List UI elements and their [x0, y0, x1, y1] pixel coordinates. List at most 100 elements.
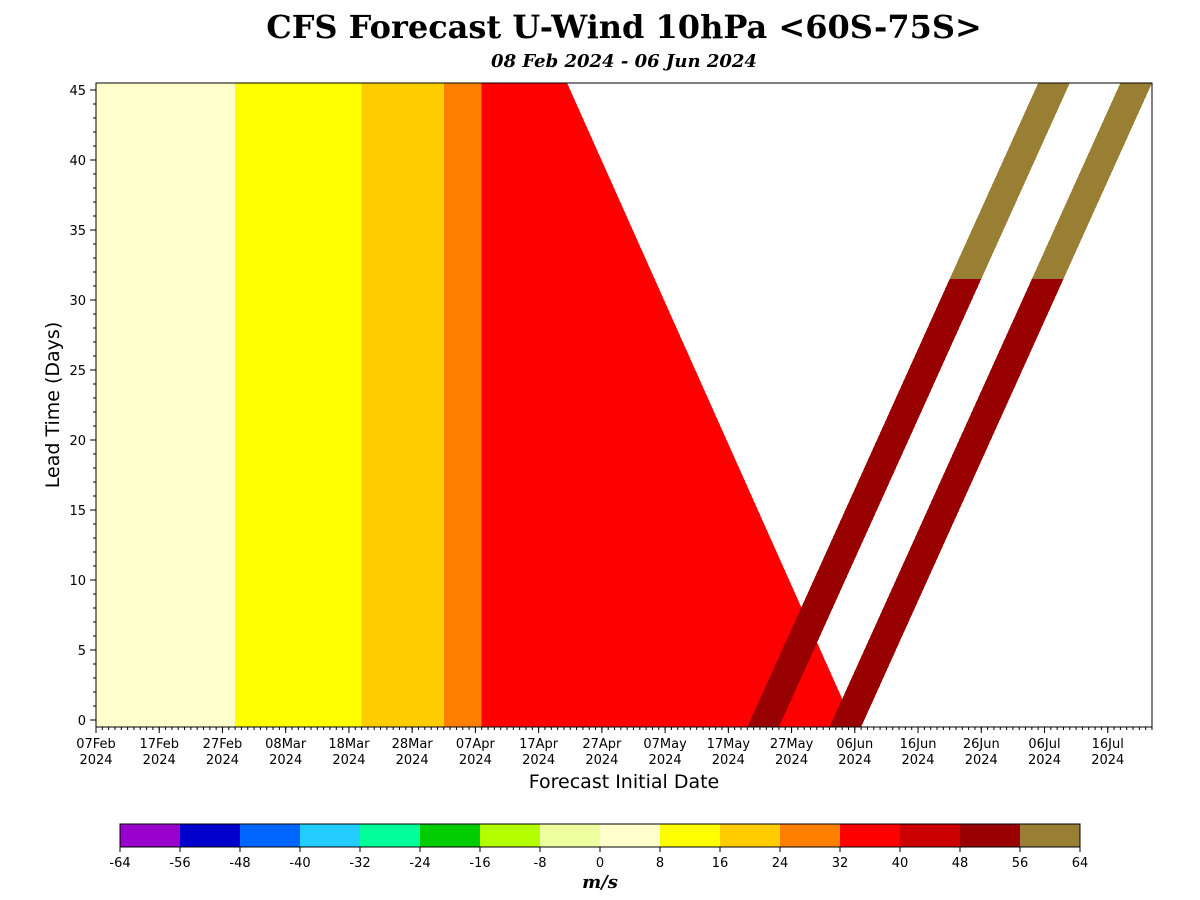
x-tick-label: 26Jun: [963, 737, 1000, 752]
x-tick-label: 27Feb: [203, 737, 243, 752]
y-axis-ticks: 0 5 10 15 20 25 30 35 40 45: [69, 84, 96, 729]
heatmap-band: [361, 83, 400, 727]
colorbar-swatch: [120, 824, 180, 847]
heatmap-streak-upper: [1031, 83, 1152, 279]
colorbar-swatch: [540, 824, 600, 847]
x-tick-label: 18Mar: [328, 737, 370, 752]
x-tick-label: 06Jun: [836, 737, 873, 752]
x-tick-label: 07Feb: [76, 737, 116, 752]
x-tick-label: 2024: [332, 753, 365, 768]
colorbar-swatch: [960, 824, 1020, 847]
heatmap-streak-upper: [949, 83, 1070, 279]
chart-title: CFS Forecast U-Wind 10hPa <60S-75S>: [266, 8, 982, 46]
colorbar-swatch: [780, 824, 840, 847]
x-tick-label: 28Mar: [392, 737, 434, 752]
colorbar: -64 -56 -48 -40 -32 -24 -16 -8 0 8 16 24 32 40 48 56 64: [109, 823, 1089, 871]
colorbar-swatch: [180, 824, 240, 847]
colorbar-swatch: [240, 824, 300, 847]
colorbar-swatch: [480, 824, 540, 847]
x-tick-label: 2024: [965, 753, 998, 768]
x-tick-label: 17May: [707, 737, 751, 752]
colorbar-tick-label: 48: [952, 856, 969, 871]
heatmap-band: [481, 83, 539, 727]
x-tick-label: 16Jul: [1092, 737, 1124, 752]
x-tick-label: 2024: [838, 753, 871, 768]
y-tick-label: 35: [69, 224, 86, 239]
colorbar-tick-label: 40: [892, 856, 909, 871]
heatmap-streak: [747, 279, 982, 727]
heatmap-band: [235, 83, 362, 727]
x-tick-label: 2024: [1091, 753, 1124, 768]
x-tick-label: 06Jul: [1028, 737, 1060, 752]
colorbar-tick-label: -16: [469, 856, 490, 871]
x-tick-label: 07May: [643, 737, 687, 752]
colorbar-tick-label: -8: [534, 856, 547, 871]
x-tick-label: 27Apr: [582, 737, 622, 752]
colorbar-tick-label: 0: [596, 856, 604, 871]
plot-frame: [95, 82, 1153, 728]
x-axis-ticks: 07Feb202417Feb202427Feb202408Mar202418Ma…: [76, 727, 1153, 768]
heatmap-band: [538, 83, 855, 727]
y-tick-label: 0: [78, 714, 86, 729]
y-tick-label: 15: [69, 504, 86, 519]
x-tick-label: 2024: [585, 753, 618, 768]
x-tick-label: 2024: [396, 753, 429, 768]
colorbar-tick-label: 16: [712, 856, 729, 871]
colorbar-tick-label: 56: [1012, 856, 1029, 871]
colorbar-swatch: [300, 824, 360, 847]
colorbar-tick-label: 8: [656, 856, 664, 871]
heatmap-streak: [829, 279, 1064, 727]
x-tick-label: 2024: [269, 753, 302, 768]
colorbar-tick-label: 64: [1072, 856, 1089, 871]
x-tick-label: 08Mar: [265, 737, 307, 752]
x-tick-label: 2024: [649, 753, 682, 768]
x-tick-label: 2024: [712, 753, 745, 768]
colorbar-swatch: [720, 824, 780, 847]
x-tick-label: 2024: [1028, 753, 1061, 768]
x-tick-label: 2024: [206, 753, 239, 768]
colorbar-tick-label: -64: [109, 856, 130, 871]
y-tick-label: 20: [69, 434, 86, 449]
colorbar-tick-label: 32: [832, 856, 849, 871]
colorbar-unit-label: m/s: [582, 872, 618, 893]
colorbar-tick-label: -48: [229, 856, 250, 871]
y-tick-label: 5: [78, 644, 86, 659]
x-tick-label: 2024: [143, 753, 176, 768]
heatmap-band: [96, 83, 141, 727]
colorbar-tick-label: 24: [772, 856, 789, 871]
colorbar-swatch: [900, 824, 960, 847]
heatmap-band: [443, 83, 482, 727]
x-axis-label: Forecast Initial Date: [529, 771, 719, 793]
colorbar-tick-label: -40: [289, 856, 310, 871]
y-tick-label: 10: [69, 574, 86, 589]
x-tick-label: 07Apr: [456, 737, 496, 752]
heatmap-band: [140, 83, 236, 727]
colorbar-swatch: [360, 824, 420, 847]
colorbar-tick-label: -56: [169, 856, 190, 871]
y-axis-label: Lead Time (Days): [42, 322, 64, 488]
y-tick-label: 45: [69, 84, 86, 99]
heatmap-band: [399, 83, 444, 727]
chart-subtitle: 08 Feb 2024 - 06 Jun 2024: [491, 51, 757, 72]
colorbar-swatch: [420, 824, 480, 847]
colorbar-swatch: [600, 824, 660, 847]
x-tick-label: 16Jun: [900, 737, 937, 752]
x-tick-label: 2024: [901, 753, 934, 768]
heatmap-cells: [96, 83, 1152, 727]
y-tick-label: 25: [69, 364, 86, 379]
x-tick-label: 2024: [459, 753, 492, 768]
colorbar-tick-label: -32: [349, 856, 370, 871]
x-tick-label: 27May: [770, 737, 814, 752]
x-tick-label: 2024: [522, 753, 555, 768]
x-tick-label: 2024: [79, 753, 112, 768]
colorbar-swatch: [660, 824, 720, 847]
y-tick-label: 40: [69, 154, 86, 169]
colorbar-swatch: [1020, 824, 1080, 847]
colorbar-tick-label: -24: [409, 856, 430, 871]
x-tick-label: 2024: [775, 753, 808, 768]
colorbar-swatch: [840, 824, 900, 847]
y-tick-label: 30: [69, 294, 86, 309]
x-tick-label: 17Feb: [139, 737, 179, 752]
x-tick-label: 17Apr: [519, 737, 559, 752]
